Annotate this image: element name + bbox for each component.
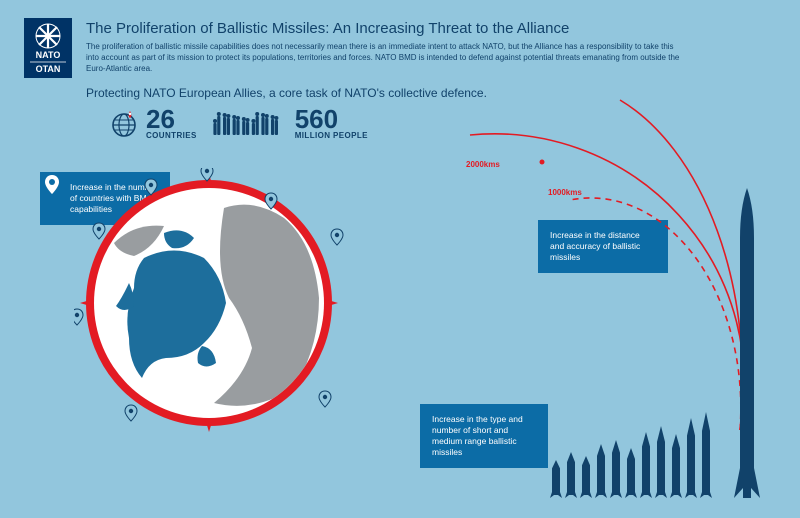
stat-people: 560 MILLION PEOPLE xyxy=(295,108,368,140)
people-label: MILLION PEOPLE xyxy=(295,131,368,140)
page-title: The Proliferation of Ballistic Missiles:… xyxy=(86,20,569,37)
large-missile-silhouette xyxy=(730,188,764,498)
small-missile-icon xyxy=(640,432,652,498)
map-pin-icon xyxy=(44,174,60,196)
stats-row: 26 COUNTRIES 560 MILLION PEOPLE xyxy=(110,108,368,140)
small-missile-icon xyxy=(700,412,712,498)
stat-countries: 26 COUNTRIES xyxy=(110,108,197,140)
nato-logo: NATO OTAN xyxy=(24,18,72,78)
small-missile-row xyxy=(550,412,712,498)
logo-top-text: NATO xyxy=(36,50,61,60)
small-missile-icon xyxy=(565,452,577,498)
subtitle: Protecting NATO European Allies, a core … xyxy=(86,86,487,100)
globe-icon xyxy=(110,109,140,139)
small-missile-icon xyxy=(670,434,682,498)
small-missile-icon xyxy=(685,418,697,498)
infographic-page: NATO OTAN The Proliferation of Ballistic… xyxy=(0,0,800,518)
small-missile-icon xyxy=(550,460,562,498)
small-missile-icon xyxy=(580,456,592,498)
crosshair-globe xyxy=(74,168,344,438)
people-crowd-icon xyxy=(211,109,281,139)
countries-label: COUNTRIES xyxy=(146,131,197,140)
arc-label-1000: 1000kms xyxy=(548,188,582,197)
countries-value: 26 xyxy=(146,108,197,131)
small-missile-icon xyxy=(625,448,637,498)
logo-bottom-text: OTAN xyxy=(36,64,61,74)
people-value: 560 xyxy=(295,108,368,131)
small-missile-icon xyxy=(610,440,622,498)
arc-label-2000: 2000kms xyxy=(466,160,500,169)
surrounding-pins xyxy=(74,168,344,438)
small-missile-icon xyxy=(595,444,607,498)
small-missile-icon xyxy=(655,426,667,498)
